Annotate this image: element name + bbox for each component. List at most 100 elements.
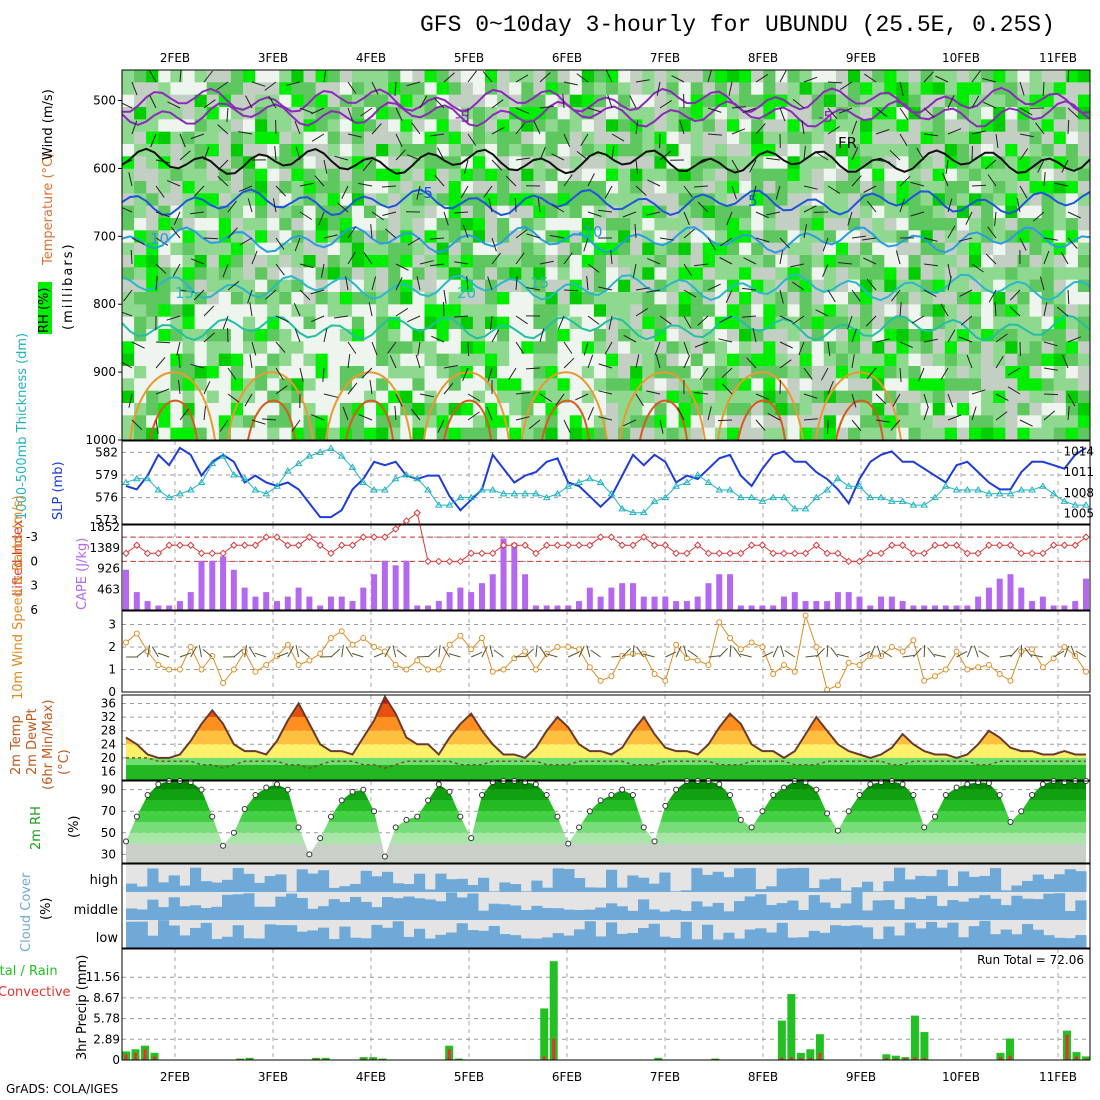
- rh-cell: [654, 292, 668, 305]
- rh-cell: [618, 168, 631, 182]
- rh-cell: [654, 353, 668, 367]
- thickness-point: [661, 493, 670, 501]
- wind-barb: [697, 201, 709, 213]
- rh-cell: [448, 390, 462, 404]
- wind-barb: [1043, 237, 1058, 241]
- rh-cell: [170, 415, 184, 429]
- rh-cell: [835, 168, 849, 182]
- wind-barb: [719, 315, 733, 324]
- contour-label: 10: [150, 230, 169, 248]
- rh-cell: [944, 415, 958, 429]
- rh-cell: [327, 378, 341, 392]
- rh-cell: [400, 156, 413, 170]
- cloud-bar: [712, 871, 724, 892]
- cloud-bar: [542, 937, 554, 948]
- rh-cell: [1053, 267, 1067, 281]
- rh-cell: [739, 131, 752, 145]
- rh-cell: [557, 316, 571, 330]
- rh-cell: [739, 353, 752, 367]
- rh-cell: [932, 205, 946, 219]
- rh-cell: [279, 82, 292, 96]
- rh-cell: [436, 292, 450, 305]
- rh-cell: [799, 181, 813, 194]
- rh-cell: [702, 329, 716, 342]
- rh-cell: [376, 242, 389, 256]
- rh-cell: [412, 144, 426, 157]
- rh-cell: [424, 205, 438, 219]
- rh-cell: [230, 156, 244, 170]
- rh-cell: [497, 378, 510, 392]
- cloud-bar: [883, 926, 895, 948]
- rh-cell: [714, 353, 728, 367]
- wind-barb: [395, 277, 403, 291]
- rh-cell: [630, 292, 643, 305]
- rh-cell: [884, 70, 897, 83]
- cloud-bar: [915, 875, 927, 892]
- rh-cell: [279, 230, 292, 244]
- rh-cell: [557, 292, 571, 305]
- rh-cell: [823, 316, 837, 330]
- cape-bar: [931, 605, 938, 610]
- rh-cell: [255, 70, 268, 83]
- rh-cell: [908, 205, 922, 219]
- rh-cell: [303, 168, 317, 182]
- rh-cell: [1017, 390, 1031, 404]
- rh-cell: [1077, 156, 1090, 170]
- rh-cell: [606, 415, 619, 429]
- wind-barb: [875, 393, 887, 405]
- rh-cell: [848, 403, 861, 416]
- rh-cell: [557, 267, 571, 281]
- rh-cell: [606, 353, 619, 367]
- cloud-bar: [286, 893, 298, 920]
- cloud-bar: [435, 934, 447, 948]
- li-point: [219, 549, 227, 558]
- precip-total-bar: [245, 1057, 254, 1060]
- wind-barb: [899, 341, 914, 349]
- rh-cell: [1077, 242, 1090, 256]
- rh-cell: [1053, 70, 1067, 83]
- rh-cell: [460, 378, 474, 392]
- cape-bar: [856, 596, 863, 610]
- precip-tick: 0: [112, 1053, 120, 1067]
- cloud-bar: [936, 927, 948, 948]
- cloud-bar: [584, 909, 596, 920]
- rh-cell: [787, 366, 801, 379]
- rh-cell: [606, 341, 619, 355]
- li-point: [305, 533, 314, 541]
- rh-cell: [630, 353, 643, 367]
- rh-cell: [158, 218, 171, 231]
- rh-cell: [194, 341, 208, 355]
- rh-cell: [218, 415, 232, 429]
- rh-cell: [521, 427, 534, 440]
- wind-barb: [299, 289, 311, 301]
- rh-cell: [1017, 156, 1031, 170]
- rh-cell: [932, 156, 946, 170]
- thickness-point: [834, 474, 842, 482]
- temp-tick: 20: [101, 751, 116, 765]
- wind-barb: [960, 315, 973, 326]
- rh-cell: [739, 390, 752, 404]
- wind-barb-10m: [586, 645, 591, 658]
- rh-cell: [315, 70, 329, 83]
- rh-point: [457, 813, 464, 820]
- rh-cell: [787, 181, 801, 194]
- wind-barb: [655, 354, 661, 369]
- rh-cell: [739, 341, 752, 355]
- rh-cell: [618, 366, 631, 379]
- cloud-bar: [371, 907, 383, 920]
- rh-cell: [134, 94, 147, 108]
- thickness-point: [596, 478, 605, 485]
- rh-cell: [581, 316, 595, 330]
- rh-cell: [860, 304, 873, 318]
- rh-cell: [364, 353, 377, 367]
- rh-cell: [969, 378, 982, 392]
- cloud-bar: [542, 887, 554, 892]
- cape-bar: [845, 592, 852, 610]
- rh-cell: [485, 168, 498, 182]
- rh-cell: [521, 255, 534, 268]
- rh-cell: [364, 403, 377, 416]
- rh-cell: [787, 267, 801, 281]
- rh-cell: [158, 415, 171, 429]
- cloud-bar: [307, 873, 319, 892]
- rh-cell: [727, 131, 740, 145]
